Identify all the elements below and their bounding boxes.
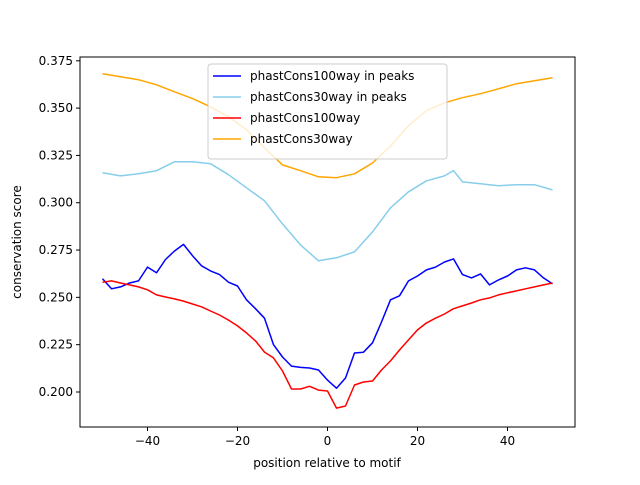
series-line-phastcons100way-in-peaks xyxy=(101,243,553,389)
plot-frame xyxy=(79,56,576,428)
y-tick-label: 0.250 xyxy=(39,290,73,304)
legend-label: phastCons30way xyxy=(250,132,353,146)
y-tick-label: 0.325 xyxy=(39,148,73,162)
y-tick-label: 0.375 xyxy=(39,54,73,68)
legend-box xyxy=(207,63,448,160)
series-line-phastcons30way xyxy=(102,72,553,179)
legend: phastCons100way in peaks phastCons30way i… xyxy=(207,63,448,160)
x-axis-label: position relative to motif xyxy=(253,456,401,470)
y-tick-label: 0.300 xyxy=(39,196,73,210)
x-tick-label: 0 xyxy=(324,434,332,448)
legend-label: phastCons100way in peaks xyxy=(250,69,414,83)
y-tick-label: 0.225 xyxy=(39,338,73,352)
x-tick-label: −20 xyxy=(225,434,250,448)
y-axis-label: conservation score xyxy=(10,185,24,299)
legend-label: phastCons30way in peaks xyxy=(250,90,407,104)
y-tick-label: 0.275 xyxy=(39,243,73,257)
legend-label: phastCons100way xyxy=(250,111,360,125)
y-tick-label: 0.200 xyxy=(39,385,73,399)
series-line-phastcons100way xyxy=(102,280,553,409)
y-tick-label: 0.350 xyxy=(39,101,73,115)
x-tick-label: 20 xyxy=(410,434,425,448)
x-tick-label: 40 xyxy=(500,434,515,448)
series-line-phastcons30way-in-peaks xyxy=(102,161,553,262)
x-tick-label: −40 xyxy=(135,434,160,448)
